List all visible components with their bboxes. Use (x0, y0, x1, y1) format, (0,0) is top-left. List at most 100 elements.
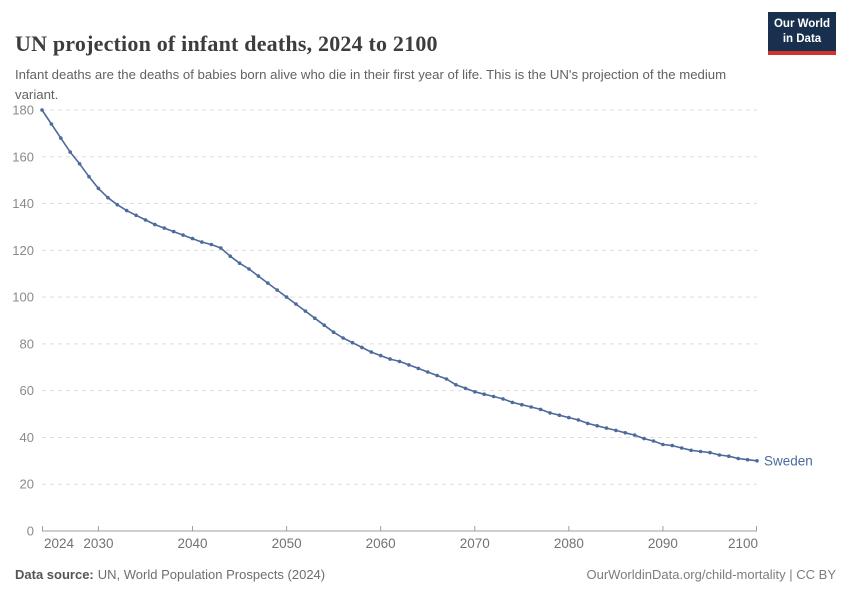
data-point (576, 418, 581, 422)
data-point (604, 426, 609, 430)
chart-subtitle: Infant deaths are the deaths of babies b… (15, 67, 727, 102)
y-axis-label: 80 (20, 336, 34, 351)
data-point (614, 428, 618, 433)
data-point (360, 345, 364, 350)
data-point (331, 330, 336, 334)
x-axis-label: 2024 (44, 536, 75, 551)
data-point (68, 150, 72, 154)
data-point (538, 407, 543, 412)
data-point (679, 446, 684, 450)
data-point (755, 459, 759, 463)
data-point (266, 281, 270, 285)
data-point (585, 421, 590, 426)
data-point (482, 392, 487, 397)
y-axis-label: 160 (12, 149, 34, 164)
data-point (501, 397, 505, 401)
x-axis-label: 2080 (554, 536, 584, 551)
x-axis-label: 2070 (460, 536, 490, 551)
y-axis-label: 120 (12, 243, 34, 258)
attribution-link[interactable]: OurWorldinData.org/child-mortality | CC … (586, 567, 837, 582)
y-axis-label: 40 (20, 430, 34, 445)
data-point (87, 174, 91, 179)
data-point (77, 162, 82, 166)
data-point (190, 236, 195, 241)
data-point (520, 402, 524, 407)
data-point (444, 377, 449, 381)
data-point (510, 400, 515, 405)
data-point (727, 454, 731, 459)
data-point (454, 383, 458, 387)
x-axis-label: 2050 (272, 536, 302, 551)
data-point (96, 186, 101, 191)
data-point (369, 350, 374, 354)
data-source-label: Data source: (15, 567, 94, 582)
owid-logo-text: Our World in Data (768, 12, 836, 51)
data-point (529, 405, 533, 409)
data-point (661, 442, 665, 447)
owid-logo[interactable]: Our World in Data (768, 12, 836, 55)
data-point (407, 363, 411, 367)
data-point (134, 213, 138, 218)
data-point (200, 240, 204, 244)
data-point (689, 448, 693, 453)
y-axis-label: 100 (12, 290, 34, 305)
data-point (388, 357, 392, 361)
data-point (425, 370, 430, 374)
data-point (237, 261, 242, 265)
data-line[interactable] (41, 109, 758, 462)
data-point (124, 208, 129, 213)
data-point (49, 122, 54, 126)
data-point (651, 439, 656, 443)
data-point (294, 302, 298, 306)
data-point (397, 359, 402, 364)
owid-logo-red-bar (768, 50, 836, 55)
data-point (181, 233, 185, 237)
y-axis-label: 140 (12, 196, 34, 211)
data-point (171, 229, 176, 234)
data-point (708, 450, 712, 455)
data-point (567, 415, 571, 420)
data-point (228, 254, 232, 258)
data-point (595, 424, 599, 428)
chart-footer: Data source: UN, World Population Prospec… (15, 567, 836, 582)
data-point (623, 431, 628, 435)
chart-area[interactable]: 0 20 40 60 80 100 120 140 160 180 2024 2030 2040 2050… (0, 95, 850, 565)
y-axis-label: 60 (20, 383, 34, 398)
data-point (162, 226, 167, 230)
y-axis-label: 180 (12, 103, 34, 118)
data-point (59, 136, 63, 140)
data-point (284, 295, 289, 299)
data-point (463, 386, 468, 391)
page-title: UN projection of infant deaths, 2024 to … (15, 30, 438, 56)
data-point (491, 394, 496, 399)
data-point (642, 436, 646, 441)
data-point (209, 242, 214, 247)
data-point (303, 309, 308, 313)
data-point (350, 340, 355, 345)
data-point (698, 449, 703, 454)
data-point (322, 323, 327, 327)
x-axis-label: 2100 (728, 536, 758, 551)
data-point (670, 443, 675, 448)
data-point (341, 336, 345, 340)
data-point (256, 274, 261, 278)
data-point (435, 373, 439, 378)
data-point (717, 453, 722, 457)
x-axis-label: 2040 (178, 536, 208, 551)
data-point (473, 390, 477, 394)
data-point (115, 202, 120, 207)
data-source: Data source: UN, World Population Prospec… (15, 567, 325, 582)
data-point (153, 222, 157, 227)
data-point (247, 267, 251, 271)
data-point (143, 218, 148, 222)
x-axis-label: 2090 (648, 536, 678, 551)
data-point (219, 246, 223, 250)
data-point (275, 288, 280, 292)
data-point (736, 456, 740, 461)
data-point (40, 108, 44, 112)
data-point (557, 413, 562, 418)
y-axis-label: 0 (27, 524, 34, 539)
entity-label: Sweden (764, 453, 813, 468)
